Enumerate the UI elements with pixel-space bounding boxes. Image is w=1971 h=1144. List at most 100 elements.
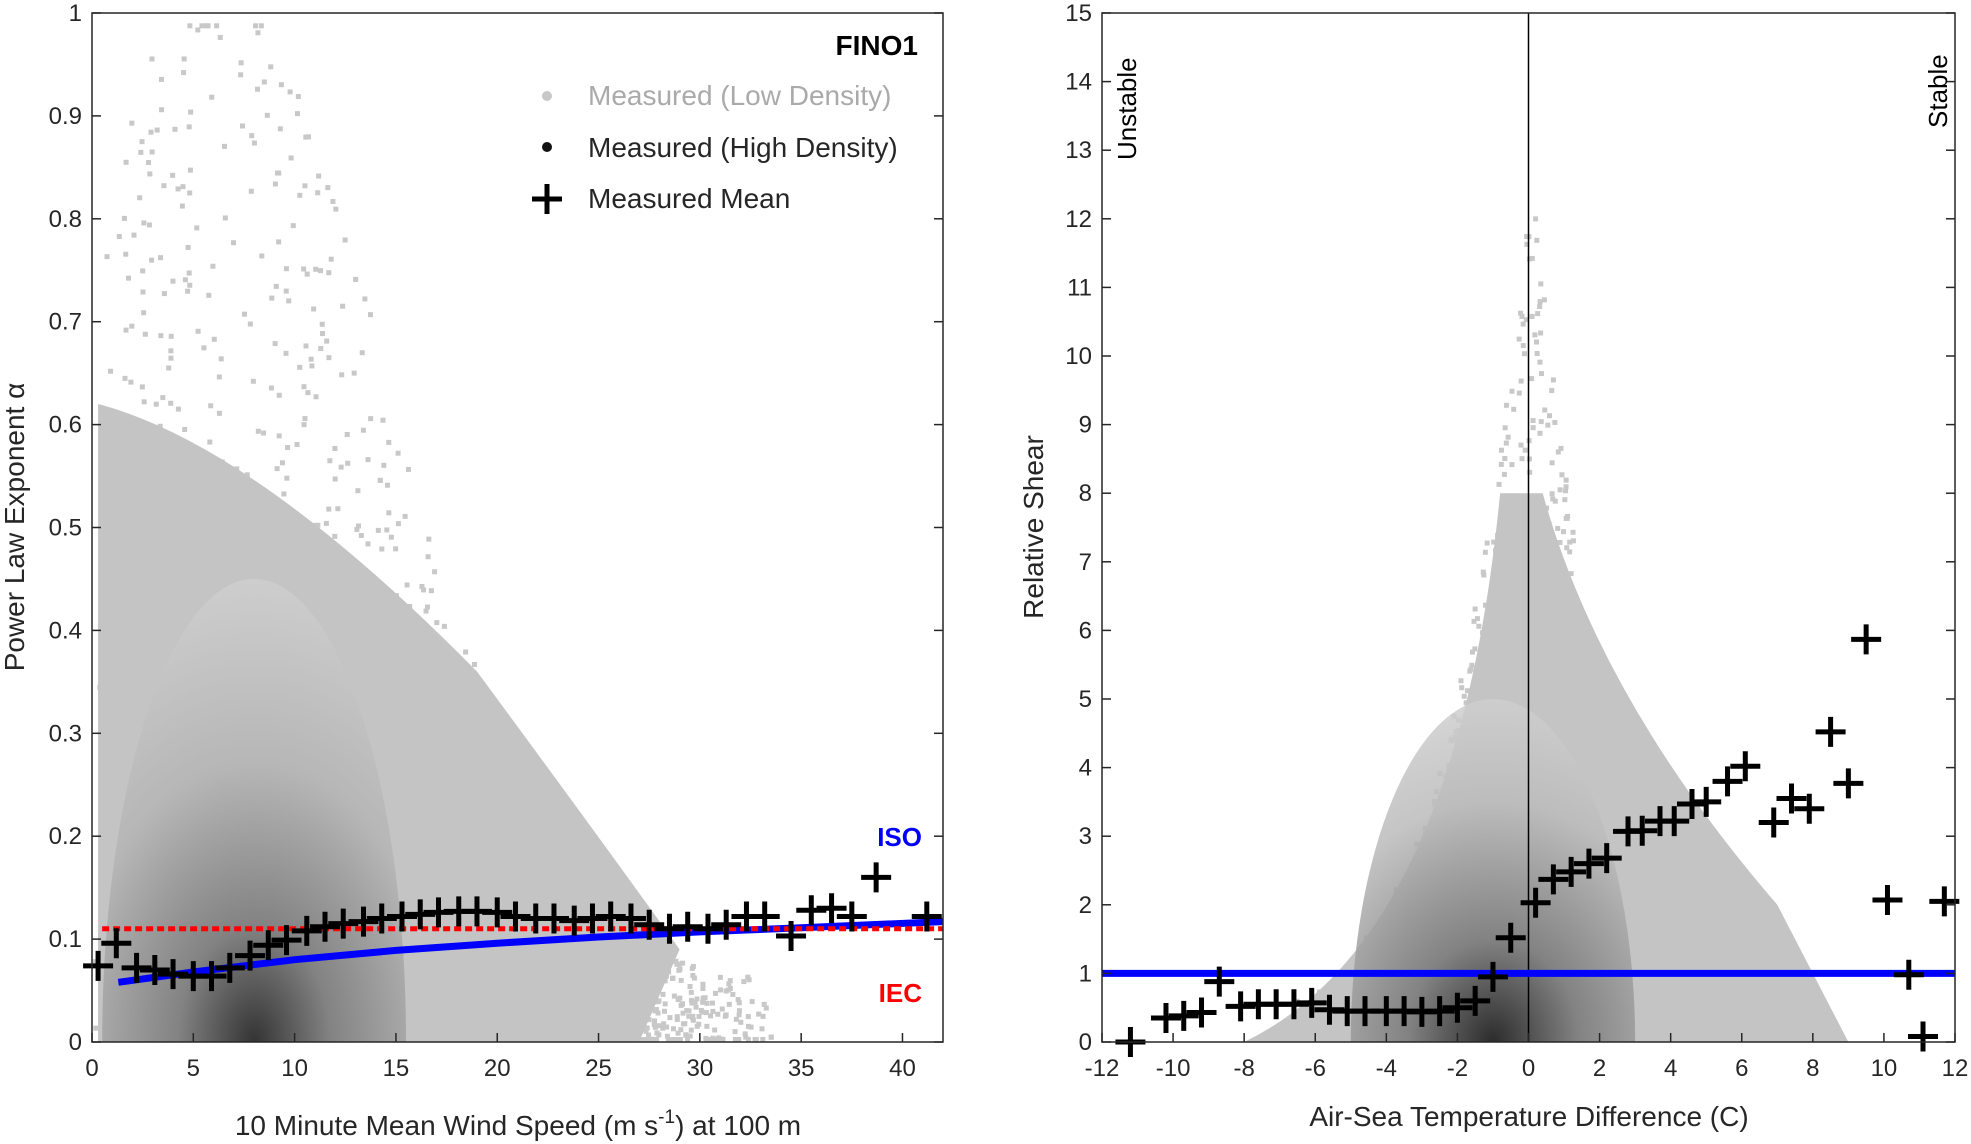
mean-marker (1204, 966, 1235, 997)
low-density-point (276, 392, 282, 398)
stable-annotation: Stable (1923, 54, 1953, 128)
low-density-point (652, 1008, 658, 1014)
low-density-point (760, 1037, 766, 1042)
low-density-point (441, 623, 447, 629)
low-density-point (1561, 529, 1567, 535)
low-density-point (685, 1033, 691, 1039)
low-density-point (421, 587, 427, 593)
low-density-point (179, 203, 185, 209)
low-density-point (651, 1022, 657, 1028)
low-density-point (1541, 297, 1547, 303)
low-density-point (208, 403, 214, 409)
x-tick-label: -10 (1156, 1055, 1191, 1082)
low-density-point (221, 143, 227, 149)
low-density-point (1482, 549, 1488, 555)
low-density-point (761, 1001, 767, 1007)
mean-marker (1186, 997, 1217, 1028)
low-density-point (332, 533, 338, 539)
low-density-point (690, 1017, 696, 1023)
low-density-point (643, 1028, 649, 1034)
legend-high-density-label: Measured (High Density) (588, 132, 898, 163)
legend: Measured (Low Density) Measured (High De… (532, 80, 898, 214)
low-density-point (741, 979, 747, 985)
low-density-point (147, 171, 153, 177)
low-density-point (656, 1023, 662, 1029)
low-density-point (1534, 351, 1540, 357)
low-density-point (206, 292, 212, 298)
low-density-point (254, 86, 260, 92)
mean-marker (1758, 807, 1789, 838)
low-density-point (168, 348, 174, 354)
x-axis-label: 10 Minute Mean Wind Speed (m s-1) at 100… (235, 1107, 801, 1141)
low-density-point (1503, 402, 1509, 408)
low-density-point (149, 257, 155, 263)
low-density-point (185, 288, 191, 294)
low-density-point (123, 327, 129, 333)
low-density-point (704, 1000, 710, 1006)
low-density-point (313, 266, 319, 272)
low-density-point (674, 1014, 680, 1020)
low-density-point (642, 1037, 648, 1042)
low-density-point (1530, 425, 1536, 431)
low-density-point (388, 534, 394, 540)
low-density-point (1481, 572, 1487, 578)
low-density-point (673, 958, 679, 964)
low-density-point (696, 1021, 702, 1027)
low-density-point (332, 476, 338, 482)
low-density-point (735, 997, 741, 1003)
mean-marker (1794, 793, 1825, 824)
mean-marker (1460, 985, 1491, 1016)
low-density-point (326, 506, 332, 512)
mean-marker (1168, 1000, 1199, 1031)
y-tick-label: 10 (1065, 343, 1092, 370)
low-density-point (211, 336, 217, 342)
mean-marker (1908, 1021, 1939, 1052)
low-density-point (736, 1000, 742, 1006)
low-density-point (1458, 678, 1464, 684)
low-density-point (708, 1013, 714, 1019)
low-density-point (1469, 649, 1475, 655)
low-density-point (140, 268, 146, 274)
low-density-point (250, 378, 256, 384)
low-density-point (700, 981, 706, 987)
mean-marker (214, 952, 245, 983)
low-density-point (1526, 256, 1532, 262)
low-density-point (671, 993, 677, 999)
low-density-point (319, 321, 325, 327)
low-density-point (718, 987, 724, 993)
x-tick-label: 20 (484, 1055, 511, 1082)
mean-marker (253, 930, 284, 961)
y-tick-label: 6 (1079, 617, 1092, 644)
low-density-point (332, 445, 338, 451)
low-density-point (1538, 371, 1544, 377)
low-density-point (671, 1026, 677, 1032)
legend-low-density-label: Measured (Low Density) (588, 80, 891, 111)
low-density-point (342, 237, 348, 243)
x-tick-label: 2 (1593, 1055, 1606, 1082)
low-density-point (655, 1010, 661, 1016)
low-density-point (386, 439, 392, 445)
low-density-point (1567, 549, 1573, 555)
low-density-point (693, 1004, 699, 1010)
low-density-point (104, 254, 110, 260)
y-axis-label: Power Law Exponent α (0, 383, 30, 672)
x-tick-label: 25 (585, 1055, 612, 1082)
high-density-core (1350, 698, 1636, 1042)
y-tick-label: 12 (1065, 206, 1092, 233)
low-density-point (687, 1033, 693, 1039)
low-density-point (269, 295, 275, 301)
low-density-point (326, 270, 332, 276)
low-density-point (687, 984, 693, 990)
low-density-point (158, 333, 164, 339)
low-density-point (678, 1027, 684, 1033)
low-density-point (126, 275, 132, 281)
low-density-point (644, 1025, 650, 1031)
y-axis-label: Relative Shear (1018, 435, 1049, 619)
low-density-point (217, 34, 223, 40)
mean-marker (1573, 848, 1604, 879)
low-density-point (662, 1001, 668, 1007)
low-density-point (647, 1037, 653, 1042)
low-density-point (675, 1030, 681, 1036)
low-density-point (141, 310, 147, 316)
